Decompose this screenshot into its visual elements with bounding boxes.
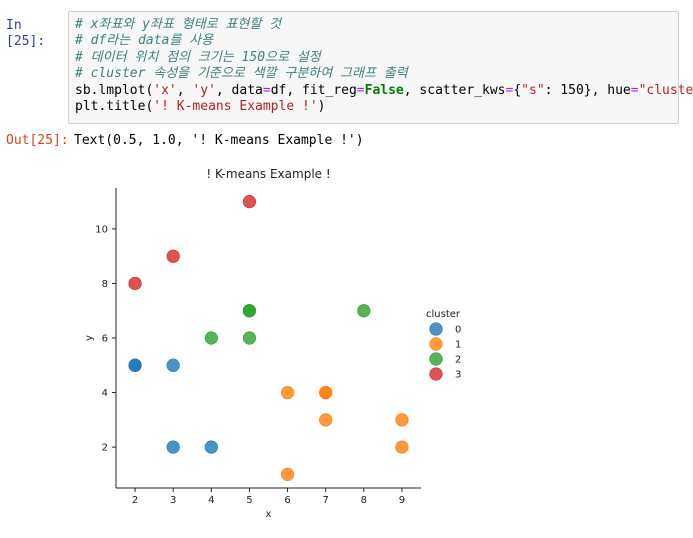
legend-label: 2 (455, 355, 461, 366)
y-tick-label: 8 (102, 279, 108, 290)
x-tick-label: 8 (361, 495, 367, 506)
data-point (128, 358, 142, 372)
output-prompt: Out[25]: (6, 133, 69, 148)
x-tick-label: 5 (246, 495, 252, 506)
data-point (242, 331, 257, 345)
code-comment: # 데이터 위치 점의 크기는 150으로 설정 (75, 49, 321, 65)
data-point (166, 440, 180, 454)
legend-marker (429, 337, 443, 351)
data-point (280, 385, 295, 400)
x-tick-label: 2 (132, 495, 138, 506)
data-point (357, 304, 371, 318)
legend-marker (429, 322, 443, 336)
x-axis-label: x (266, 509, 272, 520)
data-point (204, 440, 218, 454)
data-point (166, 249, 180, 263)
data-point (242, 304, 257, 318)
code-comment: # x좌표와 y좌표 형태로 표현할 것 (75, 17, 282, 32)
code-line-lmplot: sb.lmplot('x', 'y', data=df, fit_reg=Fal… (75, 82, 693, 98)
chart-title: ! K-means Example ! (206, 167, 330, 181)
y-axis-label: y (84, 335, 95, 341)
x-tick-label: 6 (284, 495, 290, 506)
legend-label: 0 (455, 325, 461, 336)
legend-label: 3 (455, 370, 461, 381)
code-cell-input[interactable]: # x좌표와 y좌표 형태로 표현할 것 # df라는 data를 사용 # 데… (68, 11, 693, 124)
x-tick-label: 7 (323, 495, 329, 506)
data-point (166, 358, 180, 372)
data-point (280, 467, 295, 481)
x-tick-label: 3 (170, 495, 176, 506)
y-tick-label: 6 (102, 334, 108, 345)
y-tick-label: 4 (102, 388, 108, 399)
legend-marker (429, 367, 443, 381)
legend-marker (429, 352, 443, 366)
x-tick-label: 9 (399, 495, 405, 506)
data-point (242, 195, 257, 209)
y-tick-label: 2 (102, 443, 108, 454)
data-point (204, 331, 218, 345)
data-point (319, 385, 333, 400)
y-tick-label: 10 (95, 224, 108, 235)
data-point (395, 413, 409, 427)
data-point (128, 276, 142, 291)
output-text: Text(0.5, 1.0, '! K-means Example !') (74, 133, 364, 148)
data-point (319, 413, 333, 427)
data-point (395, 440, 409, 454)
code-editor[interactable]: # x좌표와 y좌표 형태로 표현할 것 # df라는 data를 사용 # 데… (75, 17, 693, 115)
code-line-title: plt.title('! K-means Example !') (75, 99, 326, 115)
code-comment: # cluster 속성을 기준으로 색깔 구분하여 그래프 출력 (75, 66, 408, 82)
x-tick-label: 4 (208, 495, 214, 506)
legend-title: cluster (426, 309, 461, 320)
legend-label: 1 (455, 340, 461, 351)
input-prompt: In [25]: (6, 18, 46, 49)
code-comment: # df라는 data를 사용 (75, 33, 214, 49)
